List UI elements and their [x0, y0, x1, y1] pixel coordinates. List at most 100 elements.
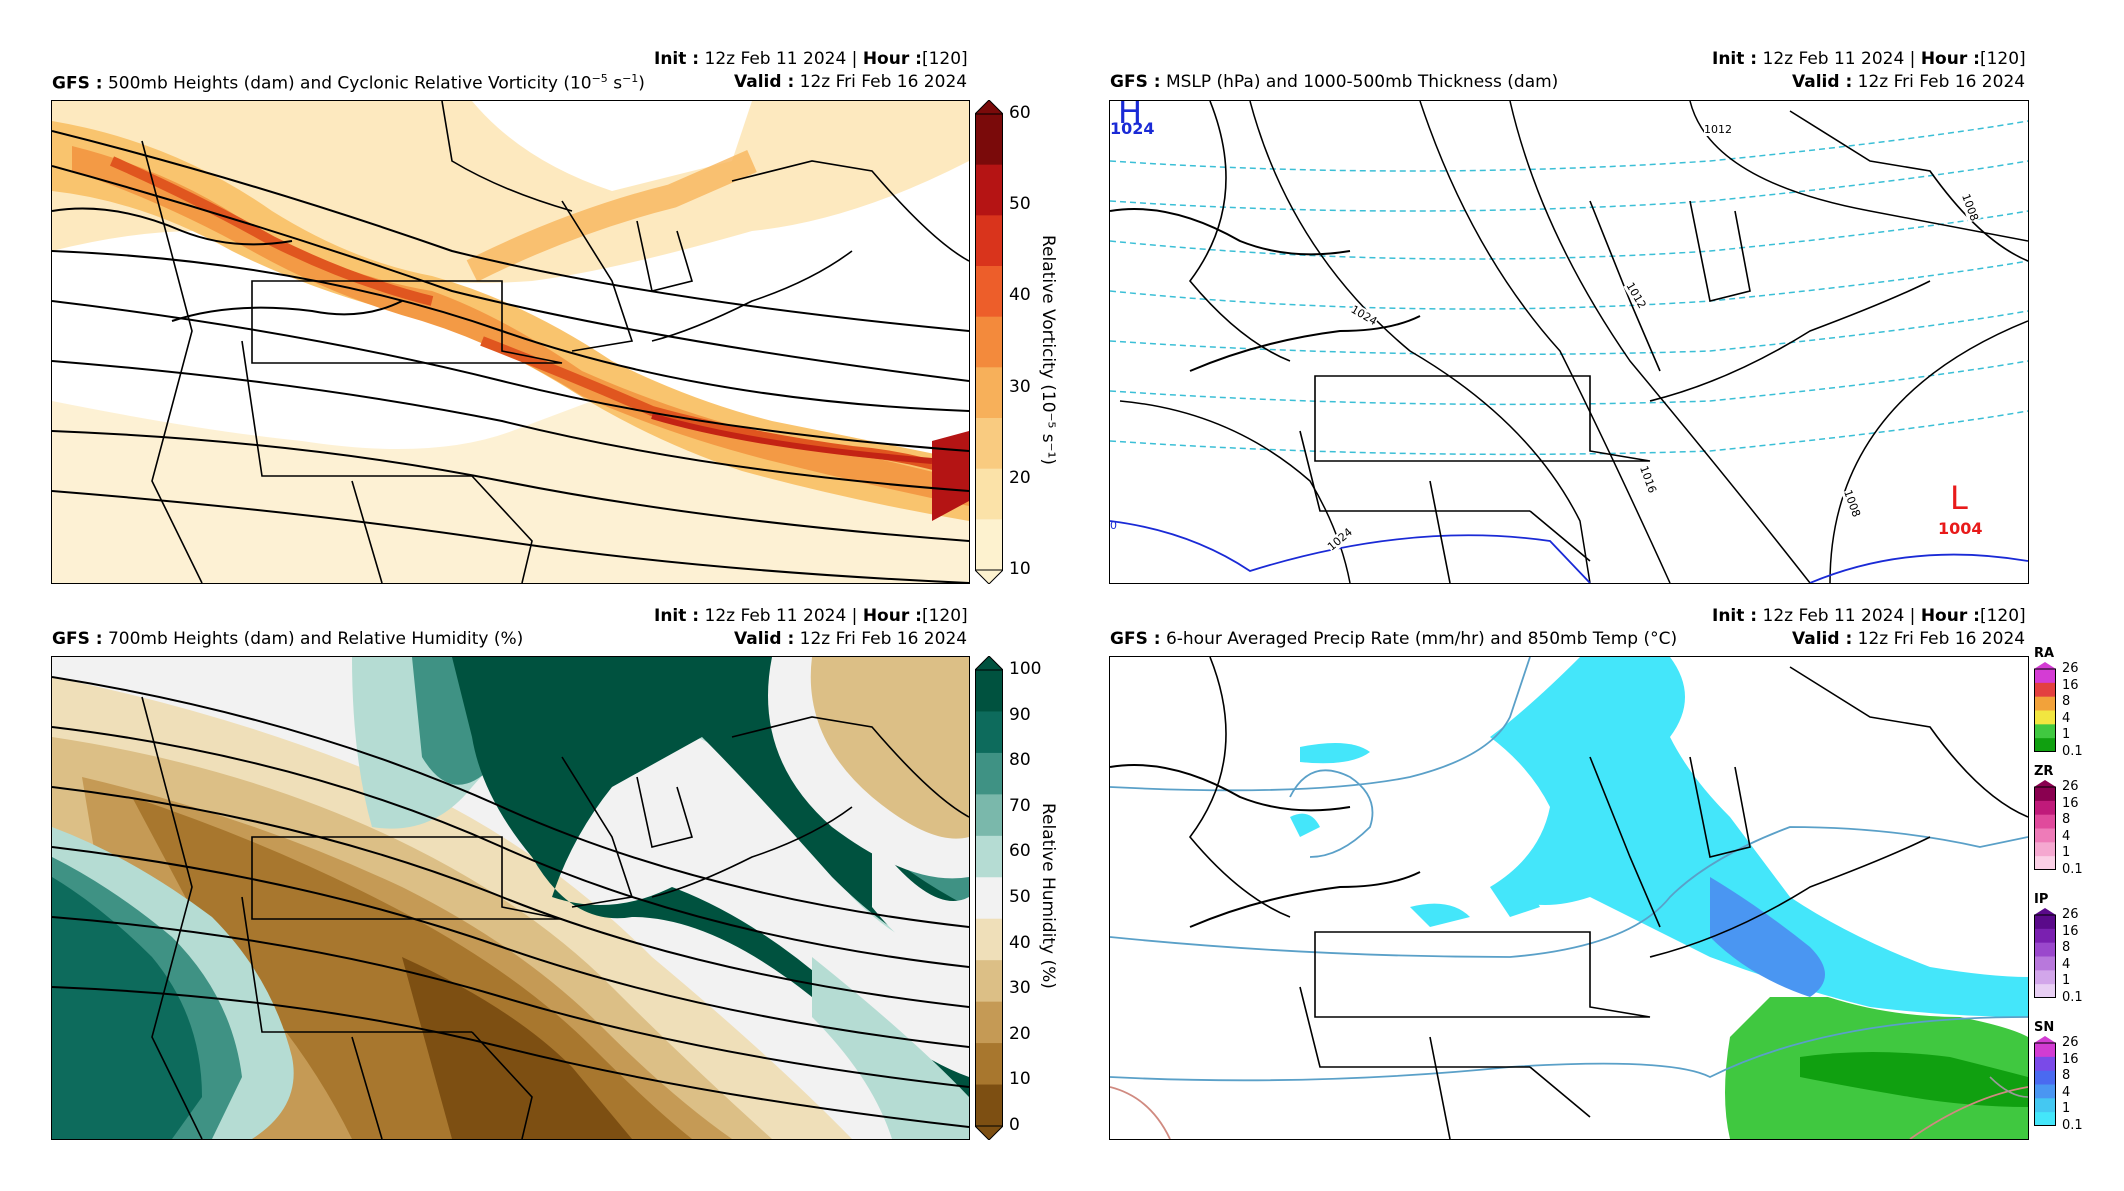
precip-colorbar-segment: [2034, 1070, 2056, 1085]
colorbar-tick-label: 30: [1009, 978, 1031, 999]
colorbar-segment: [975, 164, 1003, 216]
colorbar-segment: [975, 519, 1003, 571]
panel-title: GFS : 700mb Heights (dam) and Relative H…: [52, 629, 524, 649]
precip-colorbar-tick: 16: [2062, 1051, 2079, 1067]
panel-valid-line: Valid : 12z Fri Feb 16 2024: [734, 72, 968, 92]
panel-init-line: Init : 12z Feb 11 2024 | Hour :[120]: [1712, 606, 2026, 626]
precip-type-label: RA: [2034, 646, 2055, 661]
colorbar-tick-label: 60: [1009, 103, 1031, 123]
precip-colorbar-segment: [2034, 1098, 2056, 1113]
precip-colorbar-tick: 8: [2062, 812, 2071, 828]
colorbar-tick-label: 0: [1009, 1115, 1020, 1135]
rh-field: [52, 657, 969, 1139]
colorbar-segment: [975, 877, 1003, 920]
rh-colorbar: [973, 655, 1005, 1141]
colorbar-tick-label: 70: [1009, 795, 1031, 816]
precip-colorbar-tick: 0.1: [2062, 862, 2083, 877]
precip-type-label: IP: [2034, 892, 2049, 907]
precip-colorbar-tick: 4: [2062, 828, 2071, 844]
hour-label: Hour: [862, 49, 910, 69]
precip-colorbar-segment: [2034, 814, 2056, 829]
precip-colorbar-tick: 4: [2062, 956, 2071, 972]
map-700mb-rh: [51, 656, 970, 1140]
high-pressure-value: 1024: [1110, 119, 1155, 138]
colorbar-tick-label: 30: [1009, 376, 1031, 397]
precip-colorbar-tick: 16: [2062, 795, 2079, 811]
precip-colorbar-tick: 8: [2062, 940, 2071, 956]
colorbar-segment: [975, 960, 1003, 1003]
colorbar-segment: [975, 1001, 1003, 1044]
precip-colorbar-segment: [2034, 842, 2056, 857]
panel-valid-line: Valid : 12z Fri Feb 16 2024: [1792, 72, 2026, 92]
colorbar-segment: [975, 418, 1003, 470]
colorbar-segment: [975, 114, 1003, 166]
precip-colorbar-tick: 26: [2062, 779, 2079, 794]
rh-colorbar-ramp: [973, 655, 1005, 1141]
colorbar-extend-top: [973, 99, 1005, 115]
colorbar-segment: [975, 266, 1003, 318]
precip-colorbar-segment: [2034, 1112, 2056, 1126]
panel-title: GFS : 6-hour Averaged Precip Rate (mm/hr…: [1110, 629, 1678, 649]
colorbar-tick-label: 20: [1009, 1023, 1031, 1044]
rh-colorbar-label: Relative Humidity (%): [1038, 803, 1058, 989]
colorbar-segment: [975, 711, 1003, 754]
precip-colorbar-segment: [2034, 928, 2056, 944]
precip-colorbar-segment: [2034, 856, 2056, 870]
precip-colorbar-tick: 16: [2062, 923, 2079, 939]
panel-valid-line: Valid : 12z Fri Feb 16 2024: [1792, 629, 2026, 649]
colorbar-segment: [975, 835, 1003, 878]
precip-colorbar-tick: 1: [2062, 845, 2071, 861]
precip-colorbar-tick: 1: [2062, 973, 2071, 989]
precip-colorbar-tick: 26: [2062, 661, 2079, 676]
precip-colorbar-segment: [2034, 1043, 2056, 1058]
precip-colorbar-segment: [2034, 1084, 2056, 1099]
colorbar-segment: [975, 468, 1003, 520]
colorbar-extend-bottom: [973, 1125, 1005, 1141]
panel-title: GFS : 500mb Heights (dam) and Cyclonic R…: [52, 72, 645, 94]
precip-colorbar-segment: [2034, 724, 2056, 739]
colorbar-segment: [975, 215, 1003, 267]
hour-value: [120]: [921, 49, 968, 69]
high-pressure-marker: H: [1118, 100, 1143, 131]
mslp-field: [1110, 101, 2028, 583]
colorbar-extend-top: [973, 655, 1005, 671]
precip-colorbar-tick: 4: [2062, 1084, 2071, 1100]
colorbar-segment: [975, 316, 1003, 368]
colorbar-extend-bottom: [973, 569, 1005, 585]
vorticity-colorbar: [973, 99, 1005, 585]
precip-colorbar-segment: [2034, 1056, 2056, 1072]
colorbar-tick-label: 50: [1009, 194, 1031, 215]
init-value: 12z Feb 11 2024: [704, 49, 847, 69]
precip-colorbar-segment: [2034, 956, 2056, 971]
vorticity-colorbar-ramp: [973, 99, 1005, 585]
colorbar-segment: [975, 1043, 1003, 1086]
colorbar-tick-label: 40: [1009, 285, 1031, 306]
colorbar-segment: [975, 670, 1003, 712]
colorbar-tick-label: 90: [1009, 704, 1031, 725]
precip-colorbar-tick: 0.1: [2062, 744, 2083, 759]
precip-type-label: ZR: [2034, 764, 2054, 779]
panel-valid-line: Valid : 12z Fri Feb 16 2024: [734, 629, 968, 649]
low-pressure-marker: L: [1950, 479, 1968, 517]
precip-colorbar-tick: 4: [2062, 710, 2071, 726]
precip-colorbar-segment: [2034, 787, 2056, 802]
precip-type-label: SN: [2034, 1020, 2055, 1035]
map-mslp-thickness: H 1024 L 1004 1012 1012 1024 1016 1008 1…: [1109, 100, 2029, 584]
precip-colorbar-segment: [2034, 738, 2056, 752]
precip-colorbar-segment: [2034, 828, 2056, 843]
precip-colorbar-tick: 16: [2062, 677, 2079, 693]
precip-colorbar-tick: 1: [2062, 1101, 2071, 1117]
colorbar-segment: [975, 367, 1003, 419]
panel-init-line: Init : 12z Feb 11 2024 | Hour :[120]: [654, 49, 968, 69]
thickness-label: 0: [1110, 519, 1117, 532]
precip-colorbar-tick: 0.1: [2062, 990, 2083, 1005]
colorbar-tick-label: 20: [1009, 467, 1031, 488]
vorticity-colorbar-label: Relative Vorticity (10⁻⁵ s⁻¹): [1038, 235, 1058, 465]
precip-colorbar-segment: [2034, 710, 2056, 725]
colorbar-tick-label: 100: [1009, 659, 1042, 679]
precip-colorbar-segment: [2034, 696, 2056, 711]
init-label: Init: [654, 49, 687, 69]
precip-colorbar-tick: 8: [2062, 1068, 2071, 1084]
map-500mb-vorticity: [51, 100, 970, 584]
isobar-label: 1012: [1704, 123, 1732, 136]
